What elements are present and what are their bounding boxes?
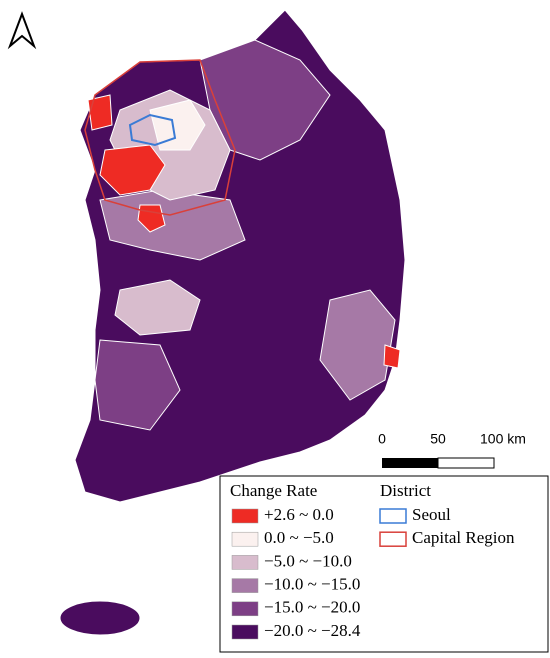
region xyxy=(137,204,166,233)
legend-title: Change Rate xyxy=(230,481,317,500)
legend-box xyxy=(219,475,549,653)
legend-label: −15.0 ~ −20.0 xyxy=(264,598,360,617)
scale-label: 100 km xyxy=(480,431,526,447)
legend-swatch xyxy=(379,531,407,547)
legend-swatch xyxy=(231,578,259,593)
scale-label: 0 xyxy=(378,431,386,447)
legend-label: −20.0 ~ −28.4 xyxy=(264,621,361,640)
legend-title: District xyxy=(380,481,431,500)
legend-swatch xyxy=(231,531,259,547)
north-arrow-shape xyxy=(7,11,37,50)
scale-segment xyxy=(382,458,438,468)
legend-label: +2.6 ~ 0.0 xyxy=(264,505,334,524)
legend-swatch xyxy=(379,508,407,524)
region xyxy=(319,289,396,401)
legend-label: Capital Region xyxy=(412,528,515,547)
capital-region-boundary xyxy=(84,59,236,216)
region xyxy=(383,344,401,369)
legend-swatch xyxy=(231,555,259,570)
region xyxy=(99,144,166,196)
legend-swatch xyxy=(231,624,259,640)
region xyxy=(94,339,181,431)
north-arrow xyxy=(7,11,37,50)
scale-segment xyxy=(437,457,495,469)
region xyxy=(87,94,113,131)
legend-label: −5.0 ~ −10.0 xyxy=(264,551,352,570)
legend-swatch xyxy=(231,601,259,617)
legend-swatch xyxy=(231,508,259,524)
jeju-island xyxy=(59,600,141,636)
legend-label: 0.0 ~ −5.0 xyxy=(264,528,334,547)
seoul-boundary xyxy=(128,113,177,147)
mainland xyxy=(74,9,406,503)
legend-label: Seoul xyxy=(412,505,451,524)
scale-label: 50 xyxy=(430,431,446,447)
legend-label: −10.0 ~ −15.0 xyxy=(264,575,360,594)
region xyxy=(114,279,201,336)
scale-bar: 0 50 100 km xyxy=(378,431,526,469)
